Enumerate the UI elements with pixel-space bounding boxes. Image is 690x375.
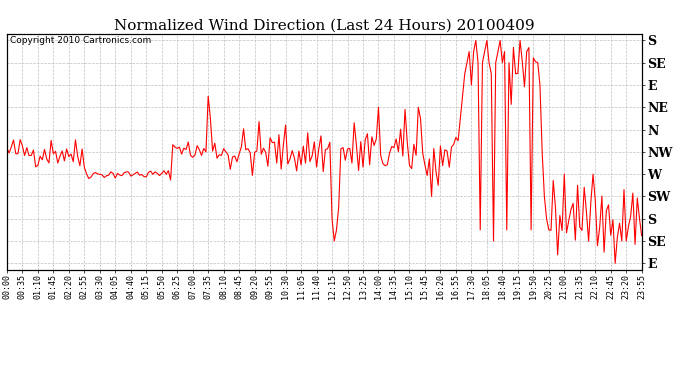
Text: Copyright 2010 Cartronics.com: Copyright 2010 Cartronics.com <box>10 36 151 45</box>
Title: Normalized Wind Direction (Last 24 Hours) 20100409: Normalized Wind Direction (Last 24 Hours… <box>114 19 535 33</box>
